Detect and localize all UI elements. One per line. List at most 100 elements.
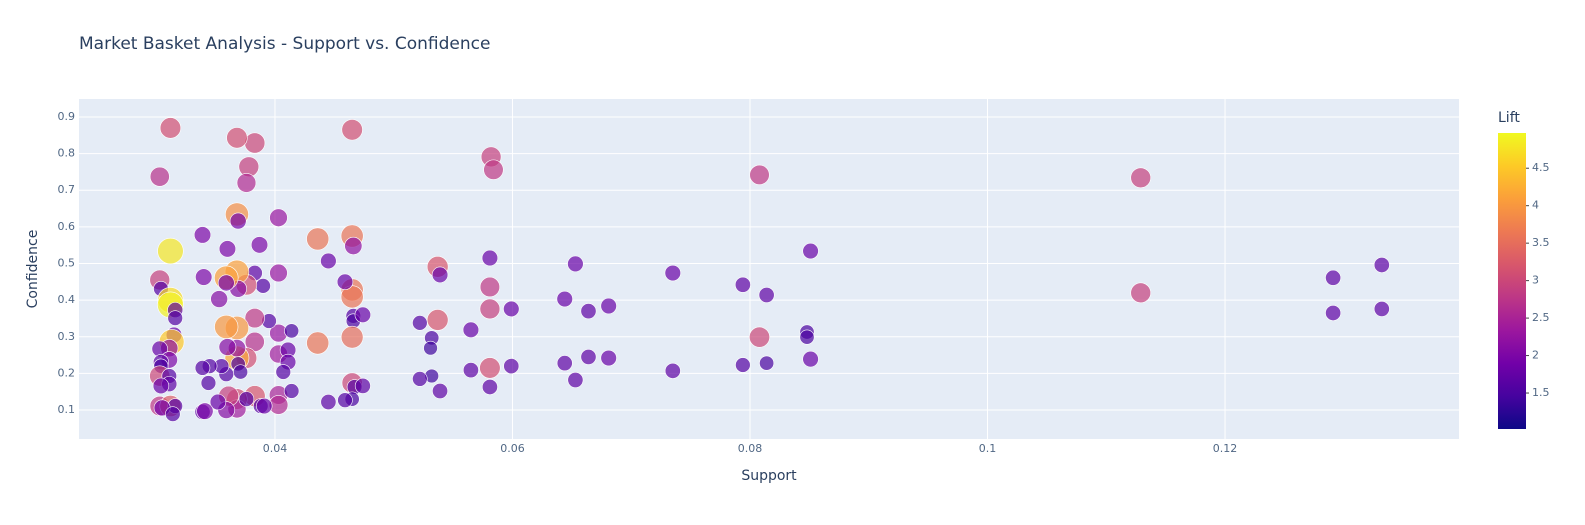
point — [462, 321, 480, 338]
point — [344, 236, 363, 255]
point — [244, 132, 266, 154]
y-tick-label: 0.6 — [58, 220, 76, 233]
y-tick-label: 0.5 — [58, 257, 76, 270]
point — [194, 360, 211, 376]
colorbar-tick-label: 4.5 — [1532, 161, 1550, 174]
point — [238, 391, 255, 407]
point — [481, 249, 499, 267]
point — [759, 355, 775, 371]
point — [600, 297, 617, 315]
point — [799, 329, 815, 345]
point — [152, 377, 170, 395]
point — [320, 394, 337, 410]
point — [159, 117, 182, 139]
point — [802, 242, 819, 260]
colorbar-tick-label: 3 — [1532, 274, 1539, 287]
chart-title: Market Basket Analysis - Support vs. Con… — [79, 34, 490, 54]
y-tick-label: 0.2 — [58, 366, 76, 379]
point — [149, 166, 170, 187]
colorbar-tick-label: 4 — [1532, 199, 1539, 212]
point — [269, 263, 288, 283]
point — [567, 255, 584, 273]
point — [250, 236, 269, 254]
y-tick-label: 0.9 — [58, 110, 76, 123]
point — [1373, 257, 1390, 273]
point — [218, 338, 237, 356]
point — [337, 392, 353, 408]
point — [479, 357, 501, 379]
point — [229, 212, 247, 230]
y-tick-label: 0.4 — [58, 293, 76, 306]
point — [462, 362, 479, 379]
point — [354, 306, 372, 323]
point — [423, 340, 438, 356]
point — [217, 274, 235, 292]
point — [567, 372, 584, 388]
point — [218, 240, 237, 258]
x-tick-label: 0.04 — [263, 442, 288, 455]
point — [580, 348, 597, 365]
point — [196, 402, 214, 420]
point — [200, 375, 217, 391]
point — [1130, 167, 1152, 189]
point — [210, 290, 228, 308]
point — [244, 307, 265, 329]
x-tick-label: 0.1 — [979, 442, 997, 455]
point — [214, 314, 239, 339]
point — [233, 364, 249, 380]
point — [432, 383, 448, 399]
point — [556, 355, 573, 372]
point — [306, 331, 330, 355]
point — [479, 276, 501, 298]
colorbar-tick-label: 2 — [1532, 349, 1539, 362]
y-tick-label: 0.3 — [58, 330, 76, 343]
colorbar — [1498, 133, 1526, 429]
y-axis-label: Confidence — [25, 230, 41, 309]
point — [734, 276, 751, 293]
point — [503, 300, 520, 318]
colorbar-tick-label: 2.5 — [1532, 311, 1550, 324]
point — [735, 357, 751, 373]
x-tick-label: 0.08 — [738, 442, 763, 455]
point — [283, 383, 300, 399]
x-tick-label: 0.12 — [1213, 442, 1238, 455]
x-axis-label: Support — [741, 468, 797, 484]
point — [503, 358, 520, 375]
point — [483, 159, 504, 180]
point — [269, 208, 288, 227]
point — [580, 303, 597, 320]
point — [336, 273, 354, 291]
point — [341, 119, 363, 141]
point — [802, 350, 819, 368]
point — [1325, 269, 1342, 286]
point — [1373, 300, 1390, 317]
colorbar-title: Lift — [1498, 110, 1520, 126]
point — [320, 252, 337, 270]
point — [157, 237, 184, 265]
y-tick-label: 0.7 — [58, 183, 76, 196]
point — [306, 227, 330, 251]
point — [749, 164, 770, 185]
point — [340, 325, 364, 349]
point — [284, 323, 300, 339]
point — [256, 397, 273, 415]
point — [255, 278, 271, 294]
colorbar-tick-label: 1.5 — [1532, 386, 1550, 399]
point — [209, 393, 227, 411]
point — [236, 173, 257, 193]
point — [167, 310, 183, 326]
point — [664, 264, 681, 282]
point — [1130, 282, 1152, 304]
point — [479, 298, 501, 320]
point — [275, 364, 291, 380]
point — [412, 371, 428, 387]
point — [481, 379, 498, 395]
point — [431, 266, 449, 284]
point — [426, 309, 449, 331]
point — [412, 315, 428, 331]
plot-area — [79, 99, 1459, 439]
point — [1325, 305, 1342, 321]
point — [226, 127, 248, 149]
point — [556, 290, 573, 308]
